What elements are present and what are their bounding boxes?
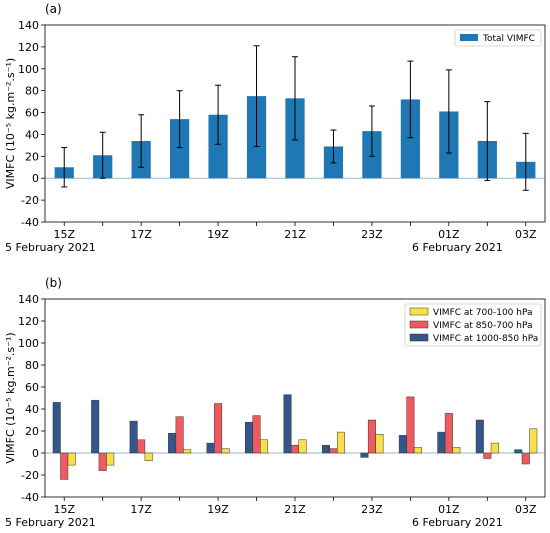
p2-bar: [475, 419, 484, 454]
p2-bar: [336, 431, 345, 454]
p2-bar: [252, 415, 261, 454]
p1-bar: [170, 119, 190, 179]
p2-bar: [98, 452, 107, 471]
p1-y-tick-label: -40: [21, 216, 39, 229]
p1-y-tick-label: 100: [18, 63, 39, 76]
p2-bar: [398, 435, 407, 454]
p2-bar: [298, 439, 307, 454]
p2-legend-label: VIMFC at 1000-850 hPa: [433, 334, 538, 344]
p2-x-tick-label: 15Z: [53, 503, 75, 516]
p2-y-tick-label: 100: [18, 337, 39, 350]
p2-bar: [106, 452, 115, 466]
p2-bar: [168, 432, 177, 454]
p1-legend-label: Total VIMFC: [482, 34, 535, 44]
p2-bar: [60, 452, 69, 480]
p1-y-axis-label: VIMFC (10⁻⁵ kg.m⁻².s⁻¹): [4, 58, 17, 189]
p1-y-tick-label: -20: [21, 194, 39, 207]
p1-bar: [208, 114, 228, 179]
p1-x-tick-label: 15Z: [53, 228, 75, 241]
p2-x-tick-label: 21Z: [284, 503, 306, 516]
p2-bar: [413, 447, 422, 454]
p1-plot-frame: [44, 24, 546, 223]
p1-date-label: 6 February 2021: [412, 241, 503, 254]
p2-bar: [52, 402, 61, 454]
p2-bar: [437, 431, 446, 454]
p2-legend-swatch: [409, 333, 429, 342]
p2-y-tick-label: 140: [18, 293, 39, 306]
p2-y-tick-label: 60: [25, 381, 39, 394]
p2-y-tick-label: -20: [21, 469, 39, 482]
p1-x-tick-label: 03Z: [515, 228, 537, 241]
p2-legend-box: [404, 303, 542, 347]
p2-bar: [67, 452, 76, 466]
p2-bar: [360, 452, 369, 458]
p2-bar: [91, 399, 100, 454]
p1-y-tick-label: 60: [25, 107, 39, 120]
p2-y-tick-label: -40: [21, 491, 39, 504]
p1-x-tick-label: 17Z: [130, 228, 152, 241]
p2-date-label: 5 February 2021: [5, 516, 96, 529]
p2-y-tick-label: 0: [32, 447, 39, 460]
p1-x-tick-label: 23Z: [361, 228, 383, 241]
p2-bar: [514, 449, 523, 454]
p2-x-tick-label: 19Z: [207, 503, 229, 516]
p2-bar: [129, 420, 138, 454]
p1-x-tick-label: 19Z: [207, 228, 229, 241]
p2-y-tick-label: 120: [18, 315, 39, 328]
p2-bar: [321, 445, 330, 454]
p2-legend-swatch: [409, 307, 429, 316]
p2-bar: [137, 439, 146, 454]
p1-y-tick-label: 40: [25, 128, 39, 141]
p2-plot-frame: [44, 298, 546, 498]
p2-bar: [206, 442, 215, 454]
p2-bar: [329, 448, 338, 454]
p2-bar: [175, 416, 184, 454]
p2-bar: [291, 445, 299, 454]
p1-y-tick-label: 0: [32, 172, 39, 185]
p2-y-tick-label: 80: [25, 359, 39, 372]
p2-bar: [144, 452, 153, 461]
p2-bar: [452, 447, 461, 454]
p2-y-tick-label: 40: [25, 403, 39, 416]
p2-date-label: 6 February 2021: [412, 516, 503, 529]
p2-x-tick-label: 03Z: [515, 503, 537, 516]
p2-legend-swatch: [409, 320, 429, 329]
p2-bar: [375, 434, 384, 454]
p1-y-tick-label: 20: [25, 150, 39, 163]
p1-y-tick-label: 140: [18, 19, 39, 32]
p2-bar: [490, 442, 499, 454]
p1-bar: [400, 99, 420, 179]
p2-x-tick-label: 23Z: [361, 503, 383, 516]
p2-bar: [260, 439, 269, 454]
p2-bar: [183, 449, 192, 454]
p2-legend-label: VIMFC at 850-700 hPa: [433, 321, 533, 331]
p2-bar: [283, 394, 292, 454]
p2-y-tick-label: 20: [25, 425, 39, 438]
p2-y-axis-label: VIMFC (10⁻⁵ kg.m⁻².s⁻¹): [4, 332, 17, 463]
p2-bar: [483, 452, 492, 459]
p2-bar: [245, 421, 254, 454]
p2-bar: [521, 452, 530, 465]
p2-bar: [221, 448, 230, 454]
p2-bar: [367, 419, 376, 454]
p1-panel-label: (a): [45, 2, 62, 16]
p2-bar: [444, 413, 453, 454]
p1-date-label: 5 February 2021: [5, 241, 96, 254]
p2-panel-label: (b): [45, 276, 62, 290]
p2-legend-label: VIMFC at 700-100 hPa: [433, 308, 533, 318]
p1-y-tick-label: 80: [25, 85, 39, 98]
p1-x-tick-label: 01Z: [438, 228, 460, 241]
p2-x-tick-label: 17Z: [130, 503, 152, 516]
p1-y-tick-label: 120: [18, 41, 39, 54]
p2-bar: [406, 396, 415, 454]
p2-bar: [529, 428, 538, 454]
p1-legend-swatch: [460, 34, 478, 41]
p2-bar: [214, 403, 223, 454]
p1-x-tick-label: 21Z: [284, 228, 306, 241]
p2-x-tick-label: 01Z: [438, 503, 460, 516]
